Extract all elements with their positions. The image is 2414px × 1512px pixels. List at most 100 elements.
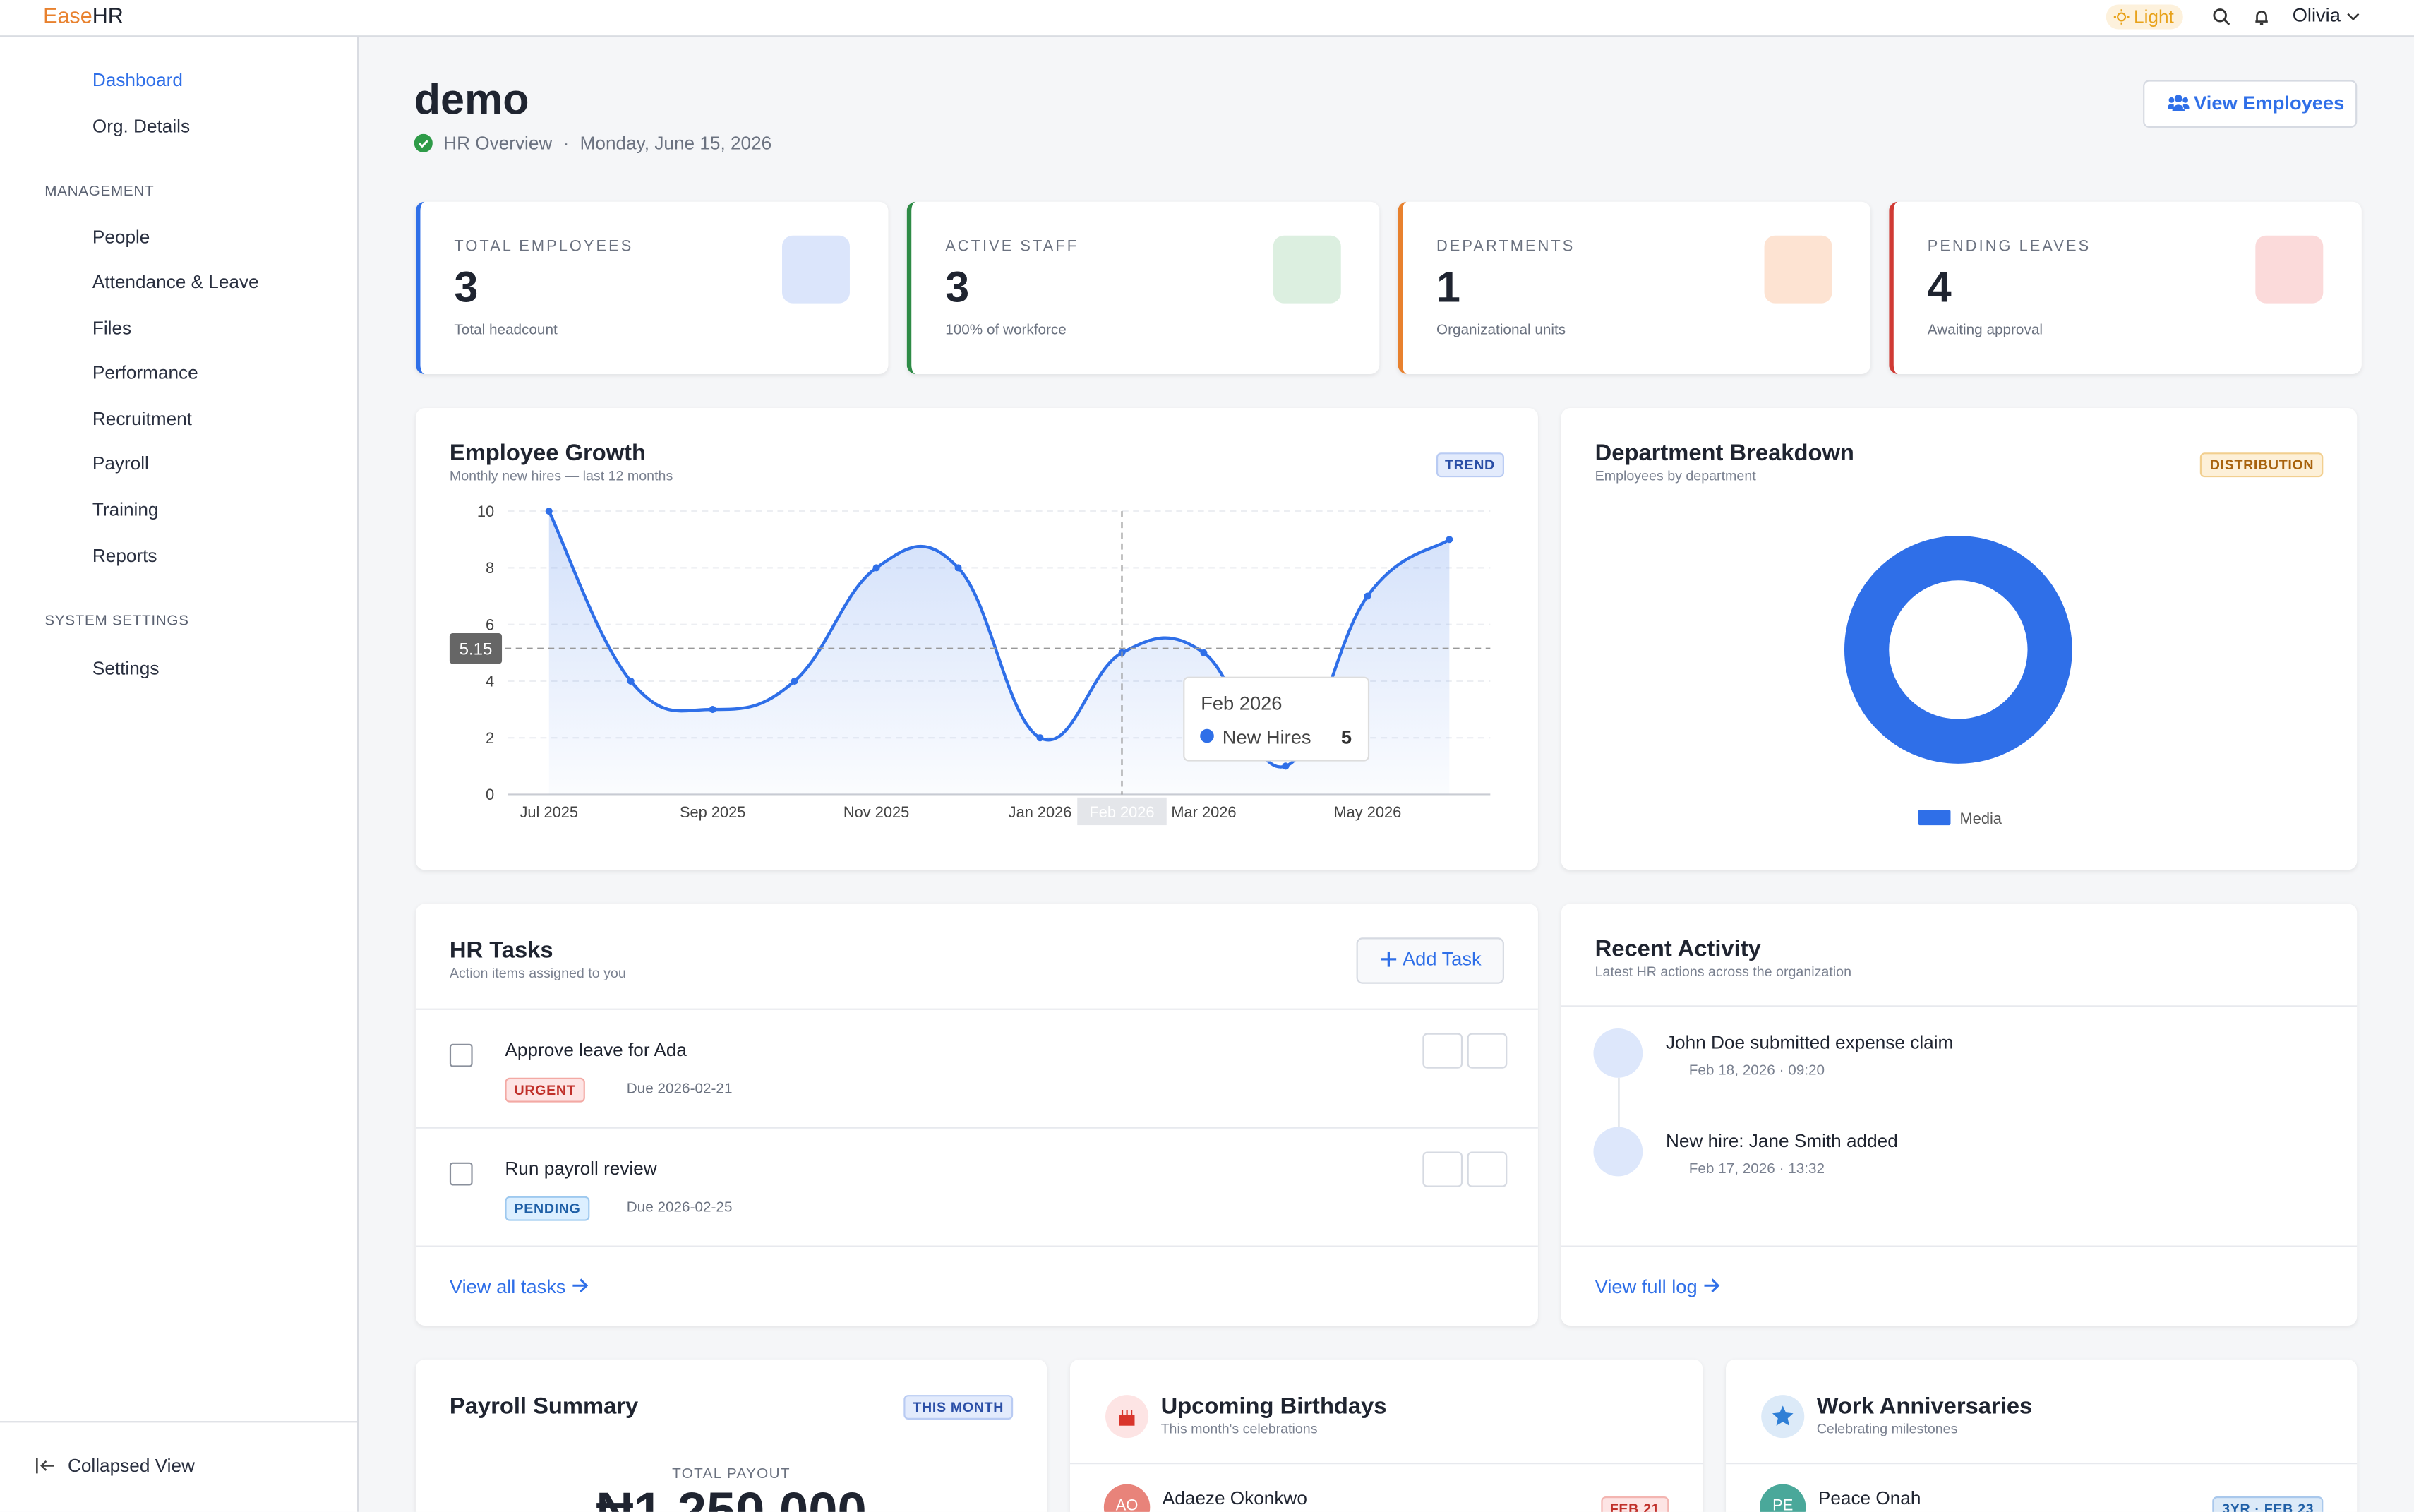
y-tick-label: 6 — [486, 616, 494, 633]
collapse-button[interactable]: Collapsed View — [67, 1455, 195, 1477]
card-badge: THIS MONTH — [903, 1395, 1014, 1420]
view-employees-label: View Employees — [2194, 92, 2345, 114]
person-name: Adaeze Okonkwo — [1162, 1487, 1307, 1509]
card-subtitle: Action items assigned to you — [449, 965, 626, 981]
search-button[interactable] — [2212, 8, 2230, 26]
logo[interactable]: EaseHR — [43, 3, 124, 28]
divider — [1561, 1245, 2358, 1247]
task-title: Approve leave for Ada — [505, 1039, 687, 1061]
nav-item[interactable]: Recruitment — [92, 407, 192, 430]
nav-item[interactable]: Reports — [92, 545, 157, 567]
stat-icon — [1764, 235, 1832, 304]
subtitle: HR Overview — [443, 132, 553, 155]
task-checkbox[interactable] — [449, 1162, 473, 1186]
stat-note: Total headcount — [454, 321, 558, 339]
delete-button[interactable] — [1467, 1033, 1508, 1069]
x-tick-highlight — [1077, 797, 1167, 826]
view-full-log[interactable]: View full log — [1595, 1276, 1722, 1298]
crosshair-label: 5.15 — [460, 640, 493, 659]
divider — [1069, 1463, 1703, 1465]
nav-item[interactable]: Training — [92, 498, 159, 521]
chevron — [2346, 13, 2359, 21]
stat-value: 3 — [454, 263, 479, 311]
tooltip-swatch — [1200, 728, 1214, 743]
nav-item[interactable]: Payroll — [92, 452, 149, 474]
tooltip-title: Feb 2026 — [1201, 692, 1282, 714]
person-name: Peace Onah — [1818, 1487, 1921, 1509]
x-tick-label: Mar 2026 — [1171, 803, 1236, 821]
birthdays-card: Upcoming Birthdays This month's celebrat… — [1069, 1359, 1703, 1512]
divider — [1561, 1005, 2358, 1007]
x-tick-label: Feb 2026 — [1089, 803, 1154, 821]
task-due: Due 2026-02-21 — [626, 1081, 733, 1098]
donut-segment — [1844, 536, 2072, 764]
payroll-card: Payroll Summary THIS MONTH TOTAL PAYOUT … — [415, 1359, 1047, 1512]
donut-chart: Media — [1844, 536, 2072, 827]
card-title: Employee Growth — [449, 440, 647, 467]
x-tick-label: Nov 2025 — [843, 803, 909, 821]
logo-a: Ease — [43, 3, 92, 28]
user-menu[interactable]: Olivia — [2293, 5, 2360, 26]
line-chart: 0 2 4 6 8 10 Jul 2025 Sep 2025 Nov 2025 Jan 2026 F… — [449, 503, 1491, 826]
tooltip — [1183, 676, 1370, 762]
stat-value: 3 — [945, 263, 970, 311]
point — [627, 677, 635, 685]
sun-icon — [2113, 9, 2130, 25]
y-tick-label: 8 — [486, 559, 494, 577]
point — [1282, 762, 1290, 770]
nav-item[interactable]: Files — [92, 317, 132, 339]
card-subtitle: This month's celebrations — [1160, 1421, 1318, 1436]
tasks-card: HR Tasks Action items assigned to you Ad… — [415, 904, 1538, 1326]
stat-note: Awaiting approval — [1927, 321, 2043, 339]
nav-item[interactable]: Performance — [92, 361, 198, 384]
activity-avatar — [1593, 1127, 1643, 1177]
stat-card: PENDING LEAVES 4 Awaiting approval — [1889, 201, 2362, 375]
stat-label: ACTIVE STAFF — [945, 239, 1079, 256]
stat-value: 4 — [1927, 263, 1952, 311]
y-tick-label: 0 — [486, 786, 494, 803]
theme-toggle[interactable]: Light — [2106, 4, 2183, 30]
cake-icon — [1105, 1395, 1149, 1439]
logo-b: HR — [92, 3, 124, 28]
nav-item[interactable]: Org. Details — [92, 114, 191, 137]
nav-item[interactable]: Settings — [92, 657, 160, 679]
x-tick-label: Jul 2025 — [520, 803, 578, 821]
crosshair-label-bg — [449, 632, 503, 664]
y-tick-label: 2 — [486, 729, 494, 747]
divider — [415, 1245, 1538, 1247]
page-title: demo — [414, 75, 529, 124]
stat-card: ACTIVE STAFF 3 100% of workforce — [906, 201, 1380, 375]
stat-icon — [2255, 235, 2324, 304]
theme-label: Light — [2134, 6, 2174, 28]
nav-item[interactable]: Dashboard — [92, 69, 183, 91]
task-checkbox[interactable] — [449, 1043, 473, 1067]
arrow-icon — [1704, 1278, 1720, 1293]
task-due: Due 2026-02-25 — [626, 1199, 733, 1217]
notification-button[interactable] — [2252, 8, 2271, 26]
nav-item[interactable]: People — [92, 226, 150, 248]
view-employees-button[interactable] — [2143, 80, 2358, 128]
divider — [1726, 1463, 2358, 1465]
date-badge: 3YR · FEB 23 — [2213, 1496, 2324, 1512]
task-status: URGENT — [505, 1077, 585, 1103]
sidebar — [0, 37, 359, 1512]
card-subtitle: Celebrating milestones — [1816, 1421, 1958, 1436]
timeline-line — [1618, 1077, 1620, 1127]
activity-text: John Doe submitted expense claim — [1665, 1031, 1954, 1053]
point — [1446, 536, 1453, 544]
sidebar-divider — [0, 1421, 358, 1423]
date: Monday, June 15, 2026 — [580, 132, 772, 155]
growth-card: Employee Growth Monthly new hires — last… — [415, 407, 1538, 870]
view-all-tasks[interactable]: View all tasks — [450, 1276, 589, 1298]
nav-item[interactable]: Attendance & Leave — [92, 270, 259, 293]
add-task-button[interactable] — [1356, 937, 1504, 984]
point — [545, 508, 553, 515]
arrow-icon — [572, 1278, 589, 1293]
edit-button[interactable] — [1422, 1033, 1463, 1069]
edit-button[interactable] — [1422, 1151, 1463, 1187]
activity-time: Feb 18, 2026 · 09:20 — [1688, 1062, 1825, 1079]
delete-button[interactable] — [1467, 1151, 1508, 1187]
legend-swatch — [1918, 810, 1951, 826]
